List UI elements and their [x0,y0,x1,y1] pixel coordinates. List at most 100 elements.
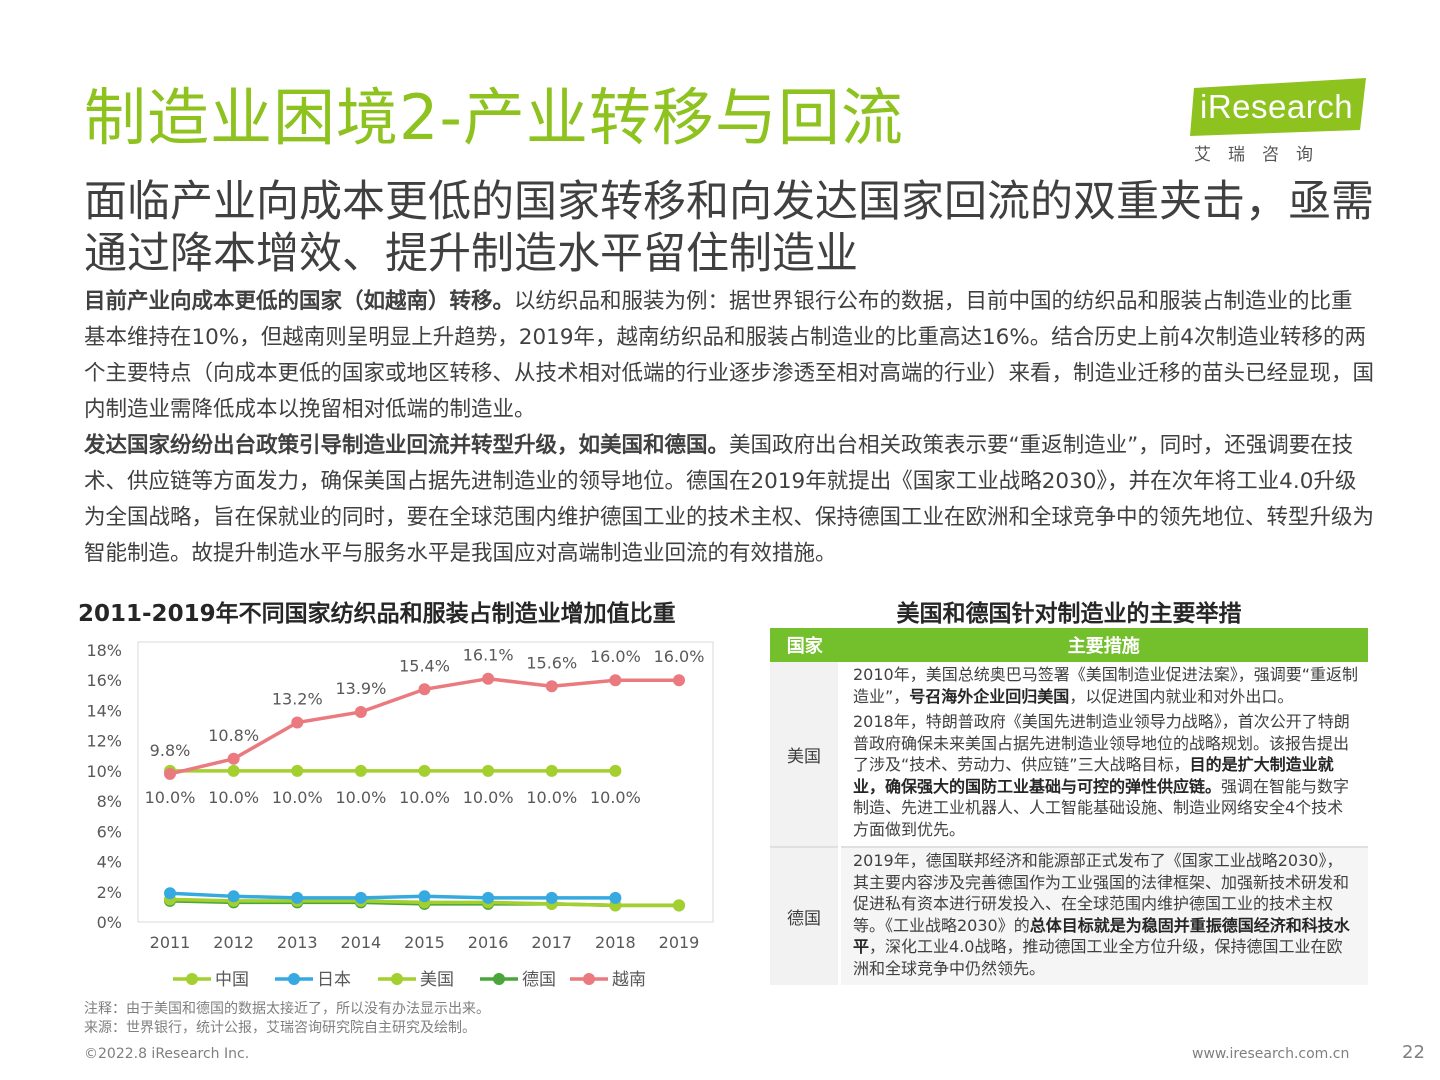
data-label-越南: 13.9% [335,679,386,698]
data-point-日本 [164,887,176,900]
de-m-tail: ，深化工业4.0战略，推动德国工业全方位升级，保持德国工业在欧洲和全球竞争中仍然… [853,937,1343,978]
header-country: 国家 [770,628,840,662]
us-measure-1: 2010年，美国总统奥巴马签署《美国制造业促进法案》，强调要“重返制造业”，号召… [853,664,1358,707]
y-tick-label: 16% [86,671,122,690]
legend-marker-中国 [186,973,198,985]
y-tick-label: 18% [86,641,122,660]
de-measure-1: 2019年，德国联邦经济和能源部正式发布了《国家工业战略2030》，其主要内容涉… [853,850,1358,979]
us-m2-tail: 强调在智能与数字制造、先进工业机器人、人工智能基础设施、制造业网络安全4个技术方… [853,776,1350,839]
y-tick-label: 2% [97,883,122,902]
y-tick-label: 0% [97,913,122,932]
line-chart: 0% 2% 4% 6% 8% 10% 12% 14% 16% 18% 2011 2012 2013 201… [86,641,714,990]
us-m1-text: 2010年，美国总统奥巴马签署《美国制造业促进法案》，强调要“重返制造业”， [853,665,1359,706]
x-tick-label: 2011 [150,933,191,952]
paragraph-2-text: 美国政府出台相关政策表示要“重返制造业”，同时，还强调要在技术、供应链等方面发力… [84,433,1375,566]
legend-label-日本: 日本 [317,970,351,990]
table-row-us: 美国 2010年，美国总统奥巴马签署《美国制造业促进法案》，强调要“重返制造业”… [770,662,1368,848]
data-point-越南 [227,752,240,765]
us-m1-bold: 号召海外企业回归美国 [909,686,1070,706]
data-label-越南: 15.6% [526,653,577,672]
table-header-row: 国家 主要措施 [770,628,1368,662]
data-label-越南: 16.0% [654,647,705,666]
y-tick-label: 14% [86,701,122,720]
y-tick-label: 12% [86,732,122,751]
data-label-越南: 10.8% [208,726,259,745]
data-label-越南: 13.2% [272,690,323,709]
data-label-越南: 16.1% [463,646,514,665]
x-tick-label: 2018 [595,933,636,952]
data-point-中国 [482,764,495,777]
data-point-美国 [673,899,685,912]
legend-marker-美国 [391,973,403,985]
country-us: 美国 [770,662,840,848]
x-tick-label: 2017 [531,933,572,952]
footer-url[interactable]: www.iresearch.com.cn [1192,1046,1350,1062]
data-point-越南 [482,672,495,685]
data-label-中国: 10.0% [145,788,196,807]
us-m2-bold: 目的是扩大制造业就业，确保强大的国防工业基础与可控的弹性供应链。 [853,755,1334,796]
x-tick-label: 2012 [213,933,254,952]
data-label-越南: 16.0% [590,647,641,666]
data-label-中国: 10.0% [399,788,450,807]
data-point-越南 [418,683,431,696]
data-point-中国 [418,764,431,777]
y-tick-label: 8% [97,792,122,811]
paragraph-1-lead: 目前产业向成本更低的国家（如越南）转移。 [84,289,515,314]
data-point-中国 [545,764,558,777]
y-tick-label: 6% [97,822,122,841]
data-label-中国: 10.0% [526,788,577,807]
data-point-日本 [227,890,240,903]
x-tick-label: 2019 [659,933,700,952]
x-tick-label: 2014 [341,933,382,952]
logo-text: iResearch [1200,88,1354,125]
data-point-日本 [545,891,558,904]
us-m2-text: 2018年，特朗普政府《美国先进制造业领导力战略》，首次公开了特朗普政府确保未来… [853,712,1350,774]
table-title: 美国和德国针对制造业的主要举措 [896,601,1242,627]
data-point-中国 [291,764,304,777]
paragraph-2: 发达国家纷纷出台政策引导制造业回流并转型升级，如美国和德国。美国政府出台相关政策… [84,428,1374,572]
page-subtitle: 面临产业向成本更低的国家转移和向发达国家回流的双重夹击，亟需通过降本增效、提升制… [84,177,1374,279]
series-line-日本 [169,891,616,900]
data-point-越南 [609,674,622,687]
de-m-bold: 总体目标就是为稳固并重振德国经济和科技水平 [853,915,1350,957]
data-label-中国: 10.0% [272,788,323,807]
legend-marker-德国 [493,973,505,985]
data-point-日本 [291,891,304,904]
data-label-中国: 10.0% [335,788,386,807]
data-point-越南 [291,716,304,729]
legend-label-中国: 中国 [215,970,249,990]
header-measure: 主要措施 [839,628,1368,662]
logo-subtext: 艾瑞咨询 [1194,145,1330,165]
data-point-日本 [482,891,495,904]
data-point-越南 [164,767,176,780]
us-measure-2: 2018年，特朗普政府《美国先进制造业领导力战略》，首次公开了特朗普政府确保未来… [853,711,1358,840]
plot-area [137,641,714,923]
us-m1-tail: ，以促进国内就业和对外出口。 [1069,686,1294,706]
page-title: 制造业困境2-产业转移与回流 [84,81,904,154]
paragraph-1: 目前产业向成本更低的国家（如越南）转移。以纺织品和服装为例：据世界银行公布的数据… [84,284,1374,428]
legend-label-越南: 越南 [612,970,646,990]
page-number: 22 [1402,1042,1425,1063]
x-tick-label: 2016 [468,933,509,952]
data-point-日本 [418,890,431,903]
y-tick-label: 10% [86,762,122,781]
data-point-中国 [354,764,367,777]
y-tick-label: 4% [97,853,122,872]
measures-table: 国家 主要措施 美国 2010年，美国总统奥巴马签署《美国制造业促进法案》，强调… [770,628,1368,985]
chart-title: 2011-2019年不同国家纺织品和服装占制造业增加值比重 [78,601,676,627]
measures-us: 2010年，美国总统奥巴马签署《美国制造业促进法案》，强调要“重返制造业”，号召… [838,662,1368,848]
country-de: 德国 [770,847,840,985]
data-label-越南: 15.4% [399,656,450,675]
data-label-越南: 9.8% [150,741,191,760]
paragraph-1-text: 以纺织品和服装为例：据世界银行公布的数据，目前中国的纺织品和服装占制造业的比重基… [84,289,1375,422]
data-point-中国 [227,764,240,777]
x-tick-label: 2015 [404,933,445,952]
chart-notes: 注释：由于美国和德国的数据太接近了，所以没有办法显示出来。 来源：世界银行，统计… [84,1000,490,1038]
de-m-text: 2019年，德国联邦经济和能源部正式发布了《国家工业战略2030》，其主要内容涉… [853,851,1350,935]
logo-badge-icon [1190,78,1366,136]
data-point-中国 [609,764,622,777]
data-point-日本 [609,891,622,904]
table-row-de: 德国 2019年，德国联邦经济和能源部正式发布了《国家工业战略2030》，其主要… [770,847,1368,985]
chart-note: 注释：由于美国和德国的数据太接近了，所以没有办法显示出来。 [84,1001,490,1017]
iresearch-logo: iResearch 艾瑞咨询 [1188,74,1368,166]
